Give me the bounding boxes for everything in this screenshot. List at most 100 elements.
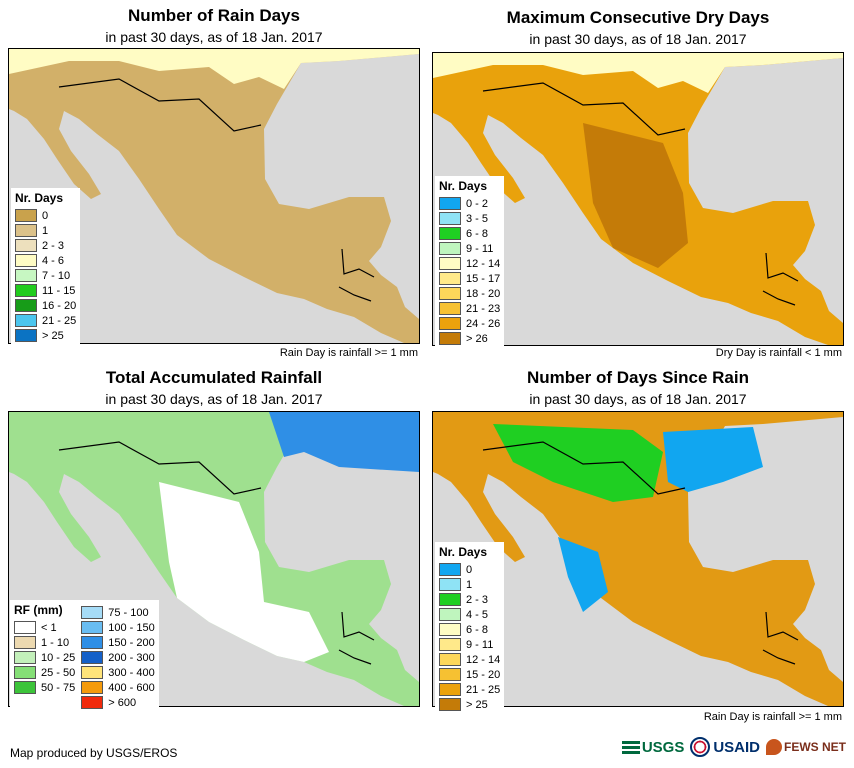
legend-items: 0 1 2 - 3 4 - 5 6 - 8 9 - 11 12 - 14 15 - 20 21 … [439,562,500,712]
panel-subtitle: in past 30 days, as of 18 Jan. 2017 [105,391,323,407]
country-border [482,82,686,136]
legend-swatch [15,314,37,327]
legend-swatch [439,242,461,255]
legend-swatch [81,681,104,694]
legend-label: 100 - 150 [108,621,155,634]
legend-title: RF (mm) [14,603,63,617]
legend-swatch [15,239,37,252]
legend-swatch [439,227,461,240]
panel-title: Maximum Consecutive Dry Days [506,8,770,27]
legend-item: 7 - 10 [15,268,76,283]
legend-swatch [439,212,461,225]
legend-item: 4 - 6 [15,253,76,268]
legend-item: 18 - 20 [439,286,500,301]
legend-item: 12 - 14 [439,652,500,667]
legend-label: 6 - 8 [466,623,489,636]
legend-swatch [14,621,36,634]
legend-label: 4 - 6 [42,254,65,267]
legend-label: 15 - 20 [466,668,501,681]
legend-swatch [14,651,36,664]
legend-label: < 1 [41,621,57,634]
footnote: Rain Day is rainfall >= 1 mm [279,347,418,359]
legend-label: 9 - 11 [466,638,494,651]
usaid-seal-icon [690,737,711,757]
legend-swatch [439,593,461,606]
legend-label: 200 - 300 [108,651,155,664]
legend-item: 3 - 5 [439,211,500,226]
legend-swatch [81,651,104,664]
fews-logo-text: FEWS NET [784,740,846,754]
legend-item: 200 - 300 [81,650,155,665]
legend-swatch [14,681,36,694]
country-border [482,441,686,495]
blue-region-west [558,537,608,612]
legend-item: 21 - 25 [439,682,500,697]
legend-label: 2 - 3 [466,593,489,606]
legend-dry-days: Nr. Days 0 - 2 3 - 5 6 - 8 9 - 11 12 - 14 15 … [435,176,505,349]
legend-label: 24 - 26 [466,317,501,330]
legend-item: 21 - 23 [439,301,500,316]
us-band [9,49,419,89]
wet-region-north [269,412,419,472]
legend-swatch [439,638,461,651]
legend-item: 100 - 150 [81,620,155,635]
country-border [58,441,262,495]
legend-item: 21 - 25 [15,313,76,328]
legend-item: 25 - 50 [14,665,75,680]
panel-title: Total Accumulated Rainfall [105,368,323,387]
legend-label: > 25 [42,329,64,342]
legend-label: 2 - 3 [42,239,65,252]
legend-item: 16 - 20 [15,298,76,313]
legend-item: 400 - 600 [81,680,155,695]
dry-region-interior [159,482,329,662]
legend-items: 0 - 2 3 - 5 6 - 8 9 - 11 12 - 14 15 - 17 18 - … [439,196,500,346]
legend-days-since-rain: Nr. Days 0 1 2 - 3 4 - 5 6 - 8 9 - 11 12 - 14 1… [435,542,505,715]
legend-item: 9 - 11 [439,637,500,652]
legend-title: Nr. Days [15,191,64,205]
usaid-logo: USAID [690,737,760,757]
legend-item: 11 - 15 [15,283,76,298]
legend-swatch [439,257,461,270]
legend-item: 75 - 100 [81,605,154,620]
legend-items-col2: 75 - 100 100 - 150 150 - 200 200 - 300 300 -… [81,605,155,710]
legend-item: 15 - 20 [439,667,500,682]
legend-swatch [439,608,461,621]
legend-label: 300 - 400 [108,666,155,679]
us-band [433,53,843,93]
usaid-logo-text: USAID [713,738,760,756]
legend-swatch [15,254,37,267]
legend-label: 6 - 8 [466,227,489,240]
legend-title: Nr. Days [439,545,488,559]
legend-label: 12 - 14 [466,653,501,666]
panel-subtitle: in past 30 days, as of 18 Jan. 2017 [529,391,747,407]
legend-swatch [439,668,461,681]
legend-swatch [439,272,461,285]
usgs-wave-icon [621,740,640,754]
legend-swatch [15,284,37,297]
legend-label: 150 - 200 [108,636,155,649]
panel-subtitle: in past 30 days, as of 18 Jan. 2017 [529,31,747,47]
legend-swatch [439,683,461,696]
footnote: Dry Day is rainfall < 1 mm [715,347,842,359]
legend-item: 9 - 11 [439,241,500,256]
legend-rain-days: Nr. Days 0 1 2 - 3 4 - 6 7 - 10 11 - 15 16 - 2… [11,188,81,346]
legend-item: 4 - 5 [439,607,500,622]
legend-item: 2 - 3 [15,238,76,253]
legend-item: 1 [439,577,500,592]
legend-item: > 26 [439,331,500,346]
legend-swatch [14,666,36,679]
legend-item: 2 - 3 [439,592,500,607]
legend-swatch [439,623,461,636]
blue-region-northeast [663,427,763,492]
interior-patch [583,123,688,268]
legend-item: 10 - 25 [14,650,75,665]
legend-swatch [15,269,37,282]
legend-label: 0 [42,209,49,222]
legend-swatch [15,329,37,342]
central-america-border [762,252,799,306]
legend-items: 0 1 2 - 3 4 - 6 7 - 10 11 - 15 16 - 20 21 - 25 >… [15,208,76,343]
legend-label: 9 - 11 [466,242,494,255]
legend-label: > 26 [466,332,488,345]
logo-bar: USGS USAID FEWS NET [621,737,846,757]
legend-swatch [81,696,104,709]
